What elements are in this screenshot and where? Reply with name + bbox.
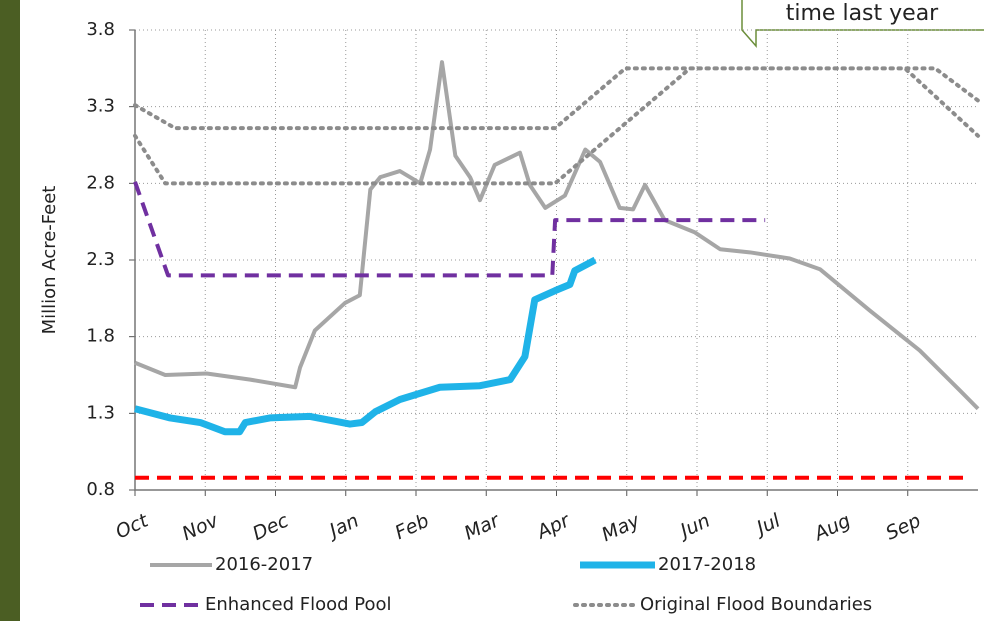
legend-label: Original Flood Boundaries (640, 594, 872, 615)
side-strip (0, 0, 20, 621)
y-tick-label: 1.8 (86, 326, 115, 347)
callout-text: time last year (786, 1, 939, 26)
y-tick-label: 2.8 (86, 172, 115, 193)
y-axis-label: Million Acre-Feet (39, 186, 60, 335)
legend-label: Enhanced Flood Pool (205, 594, 392, 615)
series-line (133, 66, 980, 186)
y-tick-label: 0.8 (86, 479, 115, 500)
y-tick-label: 3.3 (86, 96, 115, 117)
y-tick-label: 1.3 (86, 402, 115, 423)
series-line (134, 256, 597, 436)
series-line (134, 60, 980, 411)
series-line (133, 181, 766, 278)
legend-label: 2016-2017 (215, 554, 313, 575)
legend-label: 2017-2018 (658, 554, 756, 575)
y-tick-label: 3.8 (86, 19, 115, 40)
y-tick-label: 2.3 (86, 249, 115, 270)
